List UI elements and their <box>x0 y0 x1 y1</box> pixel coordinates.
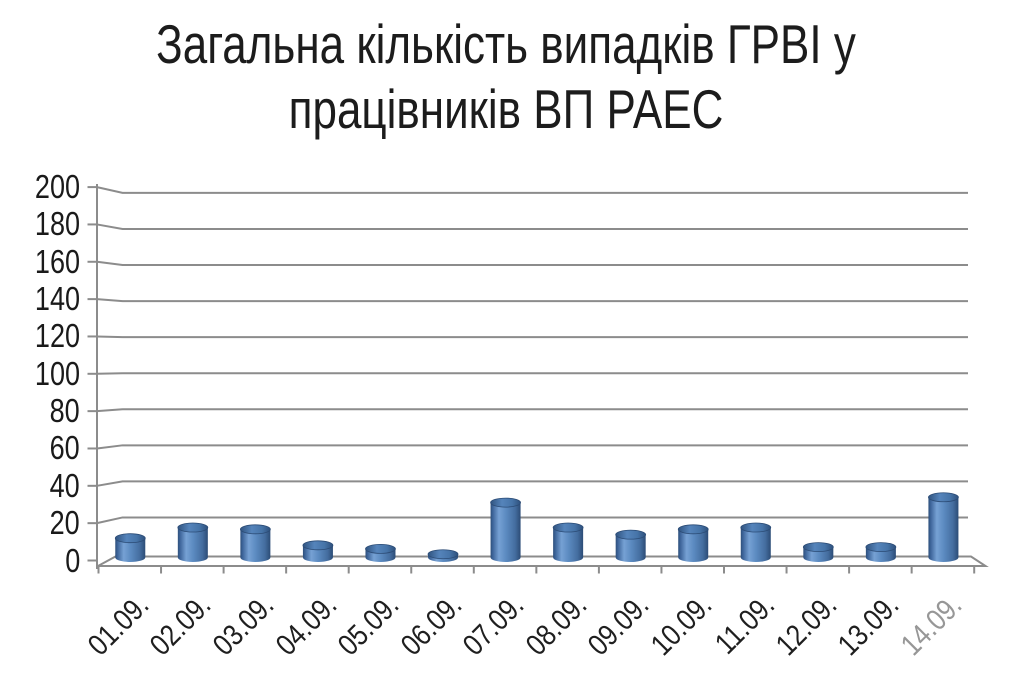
y-axis-label: 20 <box>49 504 80 542</box>
gridline <box>96 186 968 194</box>
y-axis-label: 60 <box>49 429 80 467</box>
bar-cylinder-09.09. <box>615 529 647 562</box>
y-axis-label: 180 <box>34 205 80 243</box>
axes <box>87 184 976 574</box>
bar-cylinder-11.09. <box>740 522 772 562</box>
floor-plane <box>97 555 989 567</box>
gridline <box>96 298 968 303</box>
y-axis-label: 140 <box>34 280 80 318</box>
bar-cylinder-13.09. <box>865 542 897 562</box>
bar-cylinder-12.09. <box>802 542 834 562</box>
y-axis-label: 100 <box>34 354 80 392</box>
gridlines <box>96 186 968 525</box>
bar-cylinder-03.09. <box>239 524 271 562</box>
bar-cylinder-10.09. <box>677 524 709 562</box>
gridline <box>96 335 968 339</box>
gridline <box>96 408 968 413</box>
bar-cylinder-04.09. <box>302 540 334 562</box>
chart-title: Загальна кількість випадків ГРВІ у праці… <box>0 12 1012 142</box>
gridline <box>96 223 968 230</box>
bar-series <box>114 492 959 562</box>
chart-title-line-2: працівників ВП РАЕС <box>288 78 724 140</box>
y-axis-label: 160 <box>34 242 80 280</box>
bar-cylinder-07.09. <box>490 497 521 562</box>
gridline <box>96 372 968 375</box>
bar-cylinder-02.09. <box>177 522 209 562</box>
gridline <box>96 480 968 487</box>
bar-cylinder-01.09. <box>114 533 146 562</box>
bar-cylinder-05.09. <box>365 543 396 562</box>
y-axis-label: 200 <box>34 168 80 206</box>
y-axis-label: 0 <box>64 541 80 579</box>
bar-cylinder-06.09. <box>427 549 459 562</box>
chart-title-line-1: Загальна кількість випадків ГРВІ у <box>156 13 856 75</box>
y-axis-label: 40 <box>49 466 80 504</box>
y-axis-label: 120 <box>34 317 80 355</box>
gridline <box>96 516 968 525</box>
y-axis-label: 80 <box>49 392 80 430</box>
chart-floor <box>97 555 989 567</box>
gridline <box>96 260 968 267</box>
gridline <box>96 444 968 450</box>
bar-cylinder-08.09. <box>552 522 584 562</box>
bar-cylinder-14.09. <box>928 492 959 562</box>
